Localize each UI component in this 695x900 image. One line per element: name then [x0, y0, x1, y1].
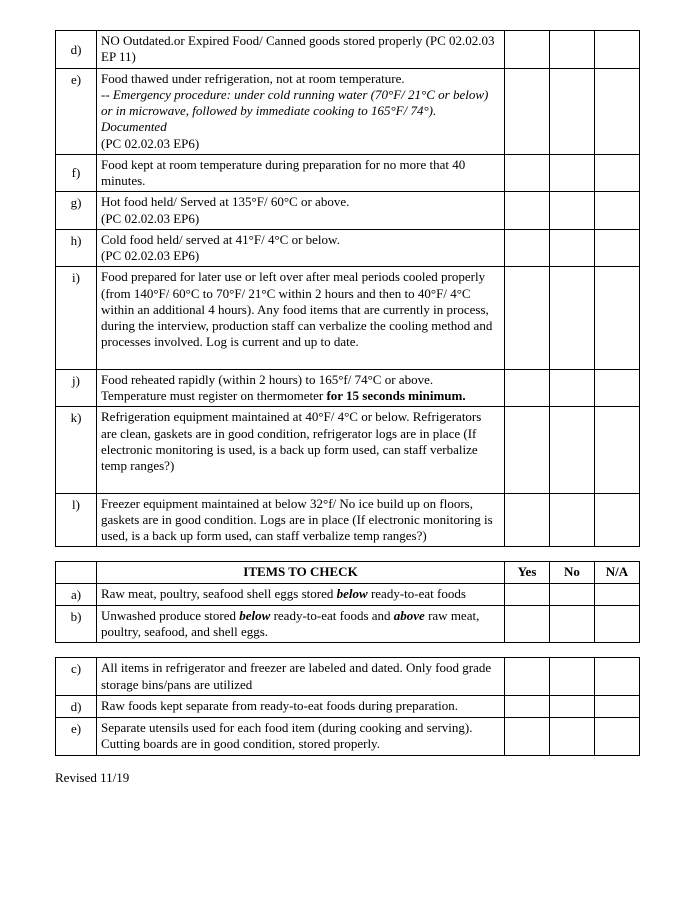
- check-cell[interactable]: [550, 605, 595, 643]
- table-row: e)Separate utensils used for each food i…: [56, 718, 640, 756]
- checklist-table-2-body: a)Raw meat, poultry, seafood shell eggs …: [56, 583, 640, 643]
- check-cell[interactable]: [595, 583, 640, 605]
- row-label: l): [56, 493, 97, 547]
- row-description: Cold food held/ served at 41°F/ 4°C or b…: [97, 229, 505, 267]
- check-cell[interactable]: [505, 493, 550, 547]
- checklist-table-3-body: c)All items in refrigerator and freezer …: [56, 658, 640, 755]
- row-label: k): [56, 407, 97, 493]
- check-cell[interactable]: [550, 267, 595, 370]
- row-label: e): [56, 68, 97, 154]
- check-cell[interactable]: [505, 267, 550, 370]
- check-cell[interactable]: [595, 229, 640, 267]
- check-cell[interactable]: [595, 154, 640, 192]
- row-description: NO Outdated.or Expired Food/ Canned good…: [97, 31, 505, 69]
- check-cell[interactable]: [550, 695, 595, 717]
- check-cell[interactable]: [550, 369, 595, 407]
- row-description: Refrigeration equipment maintained at 40…: [97, 407, 505, 493]
- row-label: a): [56, 583, 97, 605]
- row-label: i): [56, 267, 97, 370]
- check-cell[interactable]: [550, 68, 595, 154]
- checklist-table-2-header-row: ITEMS TO CHECK Yes No N/A: [56, 562, 640, 583]
- check-cell[interactable]: [505, 154, 550, 192]
- row-description: Food thawed under refrigeration, not at …: [97, 68, 505, 154]
- check-cell[interactable]: [505, 229, 550, 267]
- check-cell[interactable]: [505, 31, 550, 69]
- header-na: N/A: [595, 562, 640, 583]
- table-row: j)Food reheated rapidly (within 2 hours)…: [56, 369, 640, 407]
- table-row: d)Raw foods kept separate from ready-to-…: [56, 695, 640, 717]
- row-label: d): [56, 31, 97, 69]
- table-row: e)Food thawed under refrigeration, not a…: [56, 68, 640, 154]
- check-cell[interactable]: [595, 407, 640, 493]
- check-cell[interactable]: [505, 68, 550, 154]
- check-cell[interactable]: [550, 192, 595, 230]
- check-cell[interactable]: [550, 718, 595, 756]
- check-cell[interactable]: [595, 369, 640, 407]
- table-row: a)Raw meat, poultry, seafood shell eggs …: [56, 583, 640, 605]
- row-label: f): [56, 154, 97, 192]
- table-row: f)Food kept at room temperature during p…: [56, 154, 640, 192]
- row-description: Food prepared for later use or left over…: [97, 267, 505, 370]
- row-description: Unwashed produce stored below ready-to-e…: [97, 605, 505, 643]
- header-no: No: [550, 562, 595, 583]
- check-cell[interactable]: [595, 192, 640, 230]
- row-description: All items in refrigerator and freezer ar…: [97, 658, 505, 696]
- row-description: Hot food held/ Served at 135°F/ 60°C or …: [97, 192, 505, 230]
- check-cell[interactable]: [595, 695, 640, 717]
- check-cell[interactable]: [595, 267, 640, 370]
- header-items: ITEMS TO CHECK: [97, 562, 505, 583]
- check-cell[interactable]: [505, 407, 550, 493]
- table-row: l)Freezer equipment maintained at below …: [56, 493, 640, 547]
- table-row: k)Refrigeration equipment maintained at …: [56, 407, 640, 493]
- check-cell[interactable]: [505, 583, 550, 605]
- check-cell[interactable]: [595, 718, 640, 756]
- row-label: g): [56, 192, 97, 230]
- header-blank: [56, 562, 97, 583]
- row-label: j): [56, 369, 97, 407]
- row-description: Freezer equipment maintained at below 32…: [97, 493, 505, 547]
- row-description: Raw meat, poultry, seafood shell eggs st…: [97, 583, 505, 605]
- row-label: d): [56, 695, 97, 717]
- row-label: c): [56, 658, 97, 696]
- checklist-table-1: d)NO Outdated.or Expired Food/ Canned go…: [55, 30, 640, 547]
- check-cell[interactable]: [550, 658, 595, 696]
- check-cell[interactable]: [550, 229, 595, 267]
- table-row: d)NO Outdated.or Expired Food/ Canned go…: [56, 31, 640, 69]
- check-cell[interactable]: [550, 493, 595, 547]
- check-cell[interactable]: [505, 605, 550, 643]
- checklist-table-2: ITEMS TO CHECK Yes No N/A a)Raw meat, po…: [55, 561, 640, 643]
- row-description: Separate utensils used for each food ite…: [97, 718, 505, 756]
- check-cell[interactable]: [595, 658, 640, 696]
- row-label: h): [56, 229, 97, 267]
- table-row: h)Cold food held/ served at 41°F/ 4°C or…: [56, 229, 640, 267]
- checklist-table-3: c)All items in refrigerator and freezer …: [55, 657, 640, 755]
- check-cell[interactable]: [505, 658, 550, 696]
- table-row: c)All items in refrigerator and freezer …: [56, 658, 640, 696]
- footer-revised: Revised 11/19: [55, 770, 640, 786]
- header-yes: Yes: [505, 562, 550, 583]
- check-cell[interactable]: [505, 718, 550, 756]
- check-cell[interactable]: [505, 695, 550, 717]
- check-cell[interactable]: [595, 605, 640, 643]
- check-cell[interactable]: [505, 369, 550, 407]
- check-cell[interactable]: [550, 407, 595, 493]
- table-row: b)Unwashed produce stored below ready-to…: [56, 605, 640, 643]
- check-cell[interactable]: [595, 68, 640, 154]
- table-row: g)Hot food held/ Served at 135°F/ 60°C o…: [56, 192, 640, 230]
- check-cell[interactable]: [550, 154, 595, 192]
- check-cell[interactable]: [550, 31, 595, 69]
- row-description: Food kept at room temperature during pre…: [97, 154, 505, 192]
- table-row: i)Food prepared for later use or left ov…: [56, 267, 640, 370]
- check-cell[interactable]: [550, 583, 595, 605]
- row-label: e): [56, 718, 97, 756]
- row-label: b): [56, 605, 97, 643]
- check-cell[interactable]: [505, 192, 550, 230]
- row-description: Raw foods kept separate from ready-to-ea…: [97, 695, 505, 717]
- check-cell[interactable]: [595, 493, 640, 547]
- row-description: Food reheated rapidly (within 2 hours) t…: [97, 369, 505, 407]
- checklist-table-1-body: d)NO Outdated.or Expired Food/ Canned go…: [56, 31, 640, 547]
- check-cell[interactable]: [595, 31, 640, 69]
